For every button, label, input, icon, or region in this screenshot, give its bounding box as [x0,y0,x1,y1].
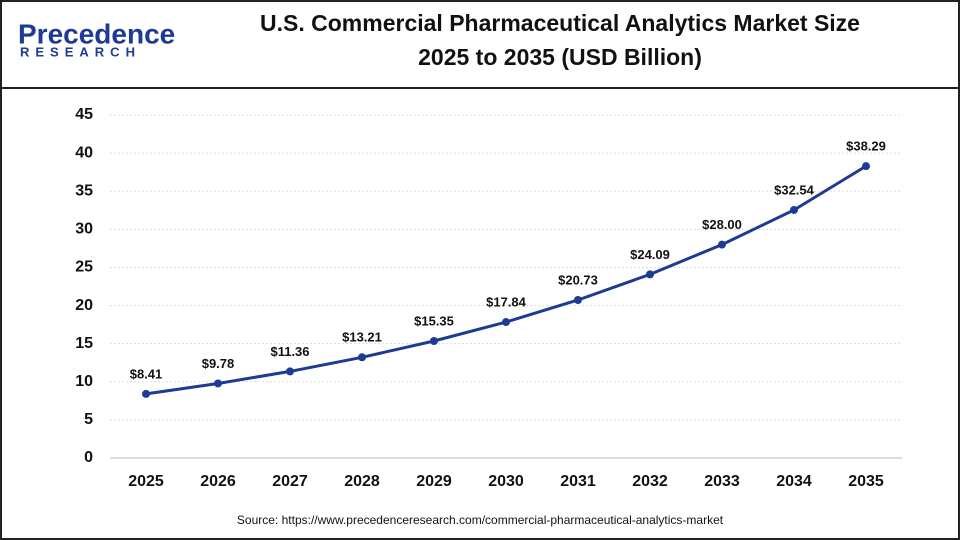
y-tick-label: 45 [75,106,93,123]
value-label: $17.84 [486,294,527,309]
y-tick-label: 20 [75,297,93,314]
x-tick-label: 2030 [488,473,524,490]
chart-title: 2025 to 2035 (USD Billion) [418,44,702,70]
y-tick-label: 5 [84,411,93,428]
value-label: $28.00 [702,217,742,232]
value-label: $13.21 [342,330,382,345]
x-tick-label: 2026 [200,473,236,490]
y-tick-label: 35 [75,182,93,199]
point [502,318,510,327]
x-tick-label: 2035 [848,473,884,490]
y-tick-label: 40 [75,144,93,161]
x-tick-label: 2028 [344,473,380,490]
point [862,162,870,171]
x-tick-label: 2032 [632,473,668,490]
point [142,389,150,398]
logo-name: Precedence [18,18,175,49]
point [286,367,294,376]
point [790,205,798,214]
point [430,336,438,345]
value-label: $9.78 [202,356,235,371]
x-tick-label: 2034 [776,473,812,490]
value-label: $20.73 [558,272,598,287]
point [574,295,582,304]
value-label: $24.09 [630,247,670,262]
point [718,240,726,249]
value-label: $11.36 [270,344,309,359]
y-tick-label: 15 [75,335,93,352]
value-label: $8.41 [130,366,163,381]
point [646,270,654,279]
value-label: $38.29 [846,139,886,154]
y-tick-label: 10 [75,373,93,390]
y-tick-label: 25 [75,259,93,276]
x-tick-label: 2027 [272,473,308,490]
x-tick-label: 2025 [128,473,164,490]
value-label: $15.35 [414,313,454,328]
x-tick-label: 2031 [560,473,596,490]
x-tick-label: 2033 [704,473,740,490]
point [358,353,366,362]
y-tick-label: 0 [84,449,93,466]
logo-tagline: RESEARCH [20,44,141,59]
y-tick-label: 30 [75,221,93,238]
point [214,379,222,388]
chart-title: U.S. Commercial Pharmaceutical Analytics… [260,10,860,36]
x-tick-label: 2029 [416,473,452,490]
value-label: $32.54 [774,182,815,197]
source: Source: https://www.precedenceresearch.c… [237,513,724,527]
